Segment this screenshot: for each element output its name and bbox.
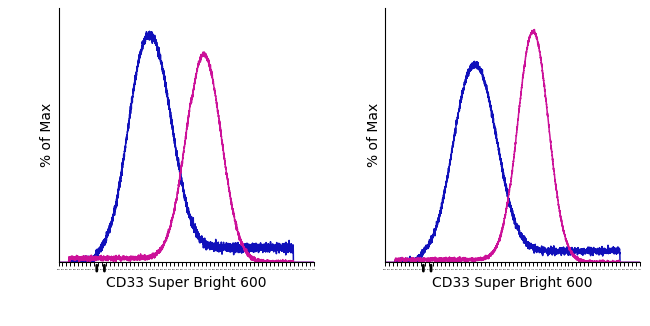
X-axis label: CD33 Super Bright 600: CD33 Super Bright 600: [106, 276, 266, 290]
Y-axis label: % of Max: % of Max: [40, 103, 55, 168]
X-axis label: CD33 Super Bright 600: CD33 Super Bright 600: [432, 276, 593, 290]
Y-axis label: % of Max: % of Max: [367, 103, 381, 168]
